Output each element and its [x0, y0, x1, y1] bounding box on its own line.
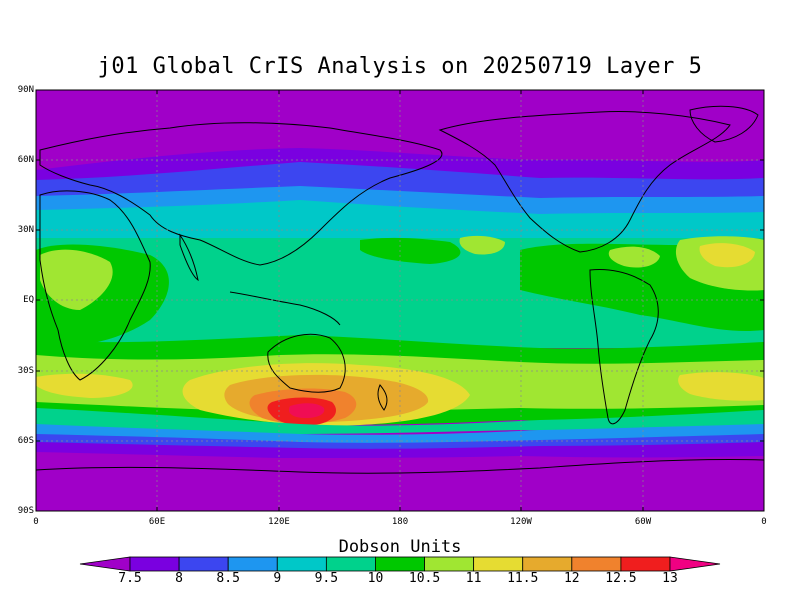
colorbar-swatch — [227, 556, 278, 572]
colorbar-arrow-low — [79, 556, 131, 572]
field-patch-green-3 — [360, 237, 461, 264]
colorbar-swatch — [473, 556, 524, 572]
colorbar-tick-label: 11.5 — [507, 571, 539, 586]
coast-greenland — [689, 105, 759, 143]
lat-label-60n: 60N — [17, 155, 34, 165]
colorbar-tick-label: 12.5 — [605, 571, 637, 586]
coast-north-america — [438, 111, 731, 253]
gridlines — [36, 90, 764, 511]
lon-label-60e: 60E — [148, 517, 166, 527]
colorbar-swatch — [129, 556, 180, 572]
coast-south-america — [589, 269, 659, 425]
colorbar-tick-label: 9 — [273, 571, 282, 586]
coast-australia — [267, 333, 346, 393]
field-patch-yellow-3 — [36, 373, 133, 398]
coast-antarctica — [36, 458, 764, 474]
lat-label-90n: 90N — [17, 85, 34, 95]
coast-africa — [39, 190, 151, 381]
coast-indonesia — [229, 291, 341, 326]
field-patch-yellow-4 — [678, 372, 764, 401]
field-band-north-cyan — [36, 200, 764, 246]
colorbar-arrow-high — [669, 556, 721, 572]
lat-label-30s: 30S — [17, 366, 34, 376]
colorbar-swatch — [276, 556, 327, 572]
map-title: j01 Global CrIS Analysis on 20250719 Lay… — [97, 54, 703, 79]
colorbar-swatch — [178, 556, 229, 572]
lon-label-0: 0 — [33, 517, 39, 527]
lat-label-90s: 90S — [17, 506, 34, 516]
coastlines — [36, 105, 764, 474]
field-patch-lime-1 — [40, 249, 113, 310]
field-patch-lime-4 — [608, 246, 660, 268]
coast-india — [179, 233, 199, 282]
colorbar-tick-label: 10.5 — [408, 571, 441, 586]
colorbar-swatch — [325, 556, 376, 572]
lat-label-30n: 30N — [17, 225, 34, 235]
colorbar-tick-label: 11 — [465, 571, 482, 586]
coast-eurasia — [39, 122, 443, 266]
field-layer — [36, 90, 764, 511]
colorbar-swatch — [375, 556, 425, 572]
lon-label-120e: 120E — [268, 517, 290, 527]
lat-label-eq: EQ — [23, 295, 34, 305]
lon-label-180: 180 — [391, 517, 409, 527]
colorbar-tick-label: 9.5 — [314, 571, 339, 586]
field-band-south-cyan — [36, 408, 764, 434]
colorbar-swatch — [424, 556, 475, 572]
colorbar-swatch — [571, 556, 622, 572]
colorbar-swatch — [522, 556, 573, 572]
colorbar — [79, 556, 721, 572]
colorbar-swatch — [620, 556, 671, 572]
colorbar-tick-label: 7.5 — [118, 571, 142, 586]
colorbar-tick-label: 8 — [175, 571, 183, 586]
field-patch-lime-3 — [459, 235, 505, 255]
coast-nz — [377, 384, 388, 411]
field-patch-yellow-1 — [699, 243, 755, 268]
lon-label-60w: 60W — [634, 517, 652, 527]
colorbar-tick-label: 13 — [662, 571, 678, 586]
lon-label-0-end: 0 — [761, 517, 767, 527]
axis-ticks — [36, 90, 764, 511]
colorbar-tick-label: 10 — [367, 571, 384, 586]
colorbar-tick-label: 12 — [563, 571, 580, 586]
colorbar-title: Dobson Units — [338, 537, 462, 557]
field-patch-magenta — [288, 403, 325, 418]
lat-label-60s: 60S — [17, 436, 34, 446]
lon-label-120w: 120W — [510, 517, 532, 527]
colorbar-tick-label: 8.5 — [216, 571, 240, 586]
